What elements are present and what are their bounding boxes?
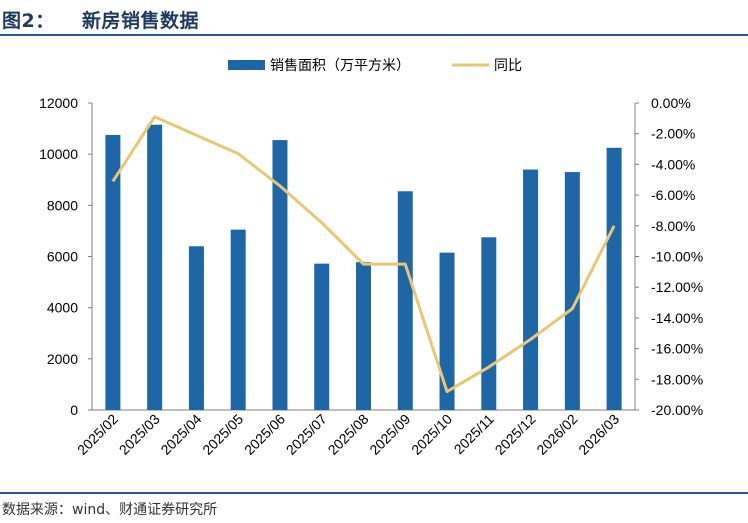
category-label: 2025/08 [325,411,372,458]
left-tick-label: 2000 [47,351,78,367]
right-tick-label: -2.00% [651,126,695,142]
category-label: 2025/06 [241,411,288,458]
bar [606,147,622,410]
bar [356,262,371,410]
category-labels: 2025/022025/032025/042025/052025/062025/… [74,411,622,458]
right-tick-label: -10.00% [651,249,703,265]
category-label: 2025/05 [199,411,246,458]
right-tick-label: -8.00% [651,218,695,234]
bar [314,263,330,410]
bar [397,191,413,410]
source-note: 数据来源：wind、财通证券研究所 [2,502,218,518]
bar [230,229,246,410]
left-tick-label: 12000 [39,95,78,111]
right-tick-label: -4.00% [651,156,695,172]
bar [147,124,163,410]
figure-label: 图2： [2,10,55,32]
category-label: 2025/11 [451,411,498,458]
category-label: 2025/07 [283,411,330,458]
legend: 销售面积（万平方米） 同比 [228,58,522,74]
bar [523,169,539,410]
bar [105,134,121,410]
bar [481,237,497,410]
legend-line-label: 同比 [494,58,522,74]
figure-header: 图2： 新房销售数据 [0,0,748,34]
figure-title: 新房销售数据 [82,10,200,32]
top-rule [0,34,748,36]
line-series [111,115,616,394]
bar [272,140,288,410]
right-tick-label: -18.00% [651,371,703,387]
bar [439,252,455,410]
category-label: 2025/03 [116,411,163,458]
chart: 销售面积（万平方米） 同比 0 2000 4000 6000 8000 10000 12000… [39,58,703,458]
legend-bar-swatch [228,60,265,70]
bar [188,246,204,410]
right-tick-label: -16.00% [651,341,703,357]
category-label: 2025/10 [408,411,455,458]
right-tick-label: -6.00% [651,187,695,203]
category-label: 2025/12 [492,411,539,458]
left-tick-label: 10000 [39,146,78,162]
left-axis-ticks: 0 2000 4000 6000 8000 10000 12000 [39,95,92,418]
category-label: 2025/04 [157,411,204,458]
category-label: 2026/03 [575,411,622,458]
category-label: 2026/02 [533,411,580,458]
left-tick-label: 0 [70,402,78,418]
left-tick-label: 6000 [47,249,78,265]
right-tick-label: -14.00% [651,310,703,326]
left-tick-label: 8000 [47,197,78,213]
category-label: 2025/09 [366,411,413,458]
bar-series [105,124,622,410]
legend-bar-label: 销售面积（万平方米） [270,58,410,74]
right-axis-ticks: -20.00% -18.00% -16.00% -14.00% -12.00% -10.0… [635,95,703,418]
category-label: 2025/02 [74,411,121,458]
left-tick-label: 4000 [47,300,78,316]
right-tick-label: -20.00% [651,402,703,418]
right-tick-label: -12.00% [651,279,703,295]
bar [564,172,580,410]
right-tick-label: 0.00% [651,95,691,111]
bottom-rule [0,492,748,494]
